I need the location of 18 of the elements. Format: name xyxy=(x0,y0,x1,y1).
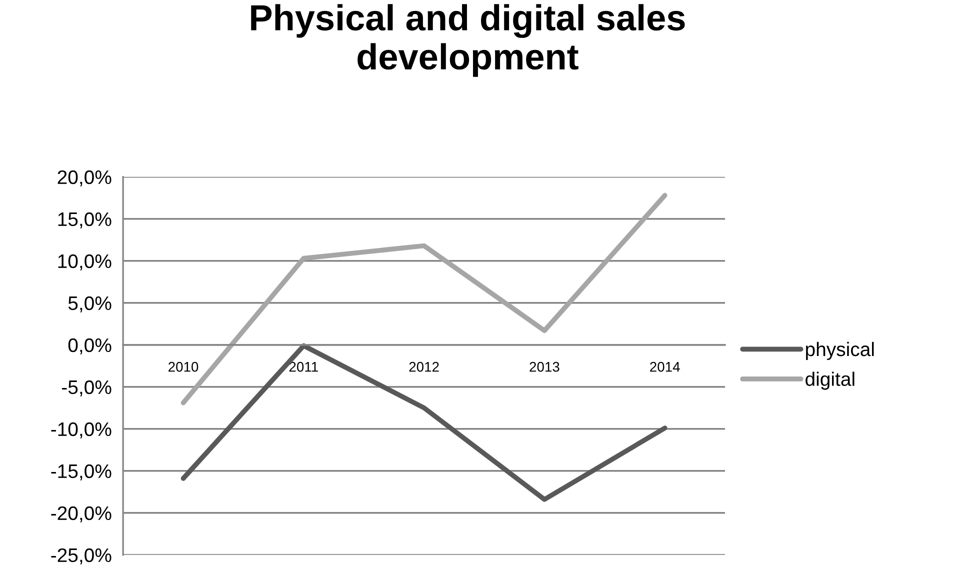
y-tick-label: -15,0% xyxy=(51,464,112,480)
x-tick-label: 2013 xyxy=(530,362,560,372)
y-tick-label: -25,0% xyxy=(51,548,112,564)
y-tick-label: 20,0% xyxy=(58,170,112,186)
x-tick-label: 2010 xyxy=(168,362,198,372)
x-tick-label: 2012 xyxy=(409,362,439,372)
y-tick-label: -10,0% xyxy=(51,422,112,438)
legend-label: digital xyxy=(806,372,854,390)
y-tick-label: 15,0% xyxy=(58,212,112,228)
legend-label: physical xyxy=(806,342,874,360)
y-tick-label: 0,0% xyxy=(68,338,112,354)
y-tick-label: 5,0% xyxy=(68,296,112,312)
y-tick-label: 10,0% xyxy=(58,254,112,270)
x-tick-label: 2014 xyxy=(650,362,680,372)
y-tick-label: -20,0% xyxy=(51,506,112,522)
chart-title: Physical and digital sales development xyxy=(251,4,685,77)
y-tick-label: -5,0% xyxy=(62,380,112,396)
x-tick-label: 2011 xyxy=(289,362,318,372)
